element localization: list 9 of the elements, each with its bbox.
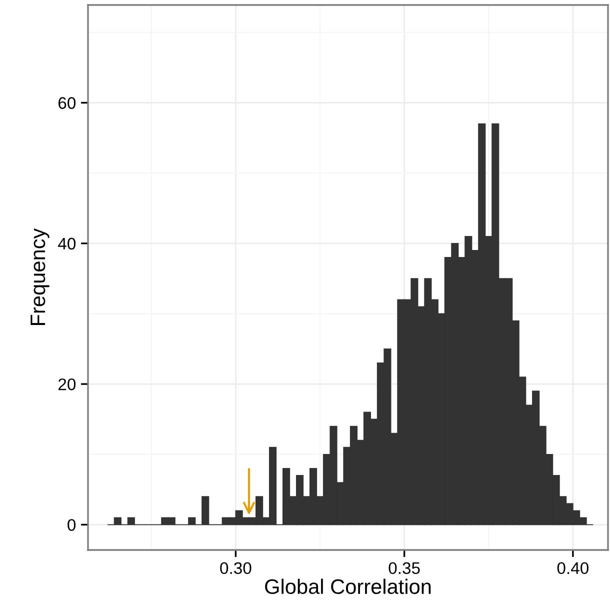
y-tick-label: 0 (68, 519, 76, 531)
y-tick-label: 20 (58, 378, 76, 390)
y-tick-label: 60 (58, 97, 76, 109)
x-axis-title: Global Correlation (265, 578, 431, 594)
y-axis-title: Frequency (30, 228, 50, 325)
y-tick-label: 40 (58, 238, 76, 250)
x-tick-label: 0.30 (220, 562, 252, 574)
x-tick-label: 0.40 (557, 562, 588, 574)
x-tick-label: 0.35 (388, 562, 420, 574)
